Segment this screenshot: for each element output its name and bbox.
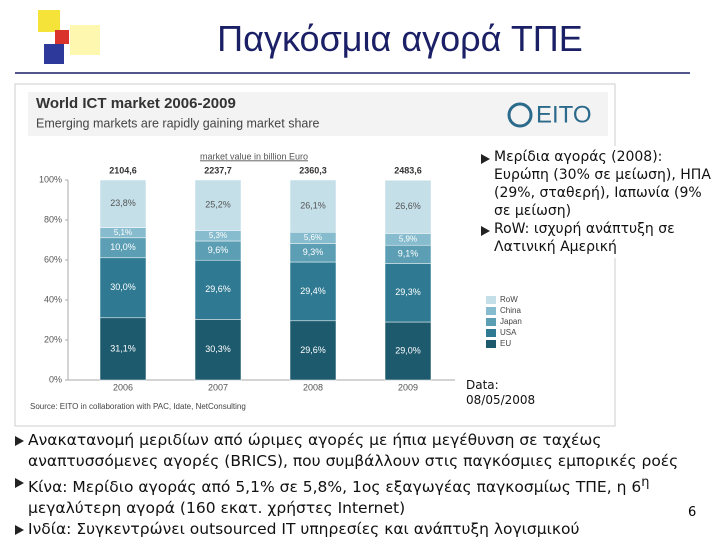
y-tick-label: 100%: [39, 174, 62, 184]
deco: [38, 10, 60, 32]
data-label: 5,6%: [304, 233, 322, 242]
bullets: Ανακατανομή μεριδίων από ώριμες αγορές μ…: [14, 430, 704, 540]
slide-title: Παγκόσμια αγορά ΤΠΕ: [217, 18, 583, 59]
legend-label: China: [500, 306, 521, 315]
bullet: Κίνα: Μερίδιο αγοράς από 5,1% σε 5,8%, 1…: [14, 472, 704, 519]
bar-segment: [384, 321, 432, 381]
bar-segment: [194, 259, 242, 320]
bar-segment: [99, 179, 147, 228]
logo-globe: [507, 102, 533, 128]
data-label: 30,0%: [110, 282, 136, 292]
note-box: Μερίδια αγοράς (2008): Ευρώπη (30% σε με…: [478, 146, 718, 258]
note-bullet: Μερίδια αγοράς (2008): Ευρώπη (30% σε με…: [480, 148, 716, 220]
y-tick-label: 40%: [44, 294, 62, 304]
data-label: 23,8%: [110, 198, 136, 208]
bar-segment: [289, 261, 337, 322]
bar-segment: [289, 179, 337, 233]
total-label: 2360,3: [299, 165, 327, 175]
data-label: 29,4%: [300, 286, 326, 296]
legend-label: EU: [500, 339, 511, 348]
note-bullet: RoW: ισχυρή ανάπτυξη σε Λατινική Αμερική: [480, 220, 716, 256]
bullet: Ανακατανομή μεριδίων από ώριμες αγορές μ…: [14, 430, 704, 472]
total-label: 2237,7: [204, 165, 232, 175]
bar-segment: [99, 317, 147, 381]
deco: [44, 44, 64, 64]
y-tick-label: 80%: [44, 214, 62, 224]
data-label: 10,0%: [110, 242, 136, 252]
data-label: 5,9%: [399, 234, 417, 243]
date: Data: 08/05/2008: [466, 378, 546, 408]
chart-header: [28, 92, 608, 136]
bullet-sup: η: [641, 475, 650, 490]
data-label: 29,3%: [395, 287, 421, 297]
page-number: 6: [688, 505, 697, 520]
bullet: Ινδία: Συγκεντρώνει outsourced IT υπηρεσ…: [14, 519, 704, 540]
legend-label: RoW: [500, 295, 518, 304]
total-label: 2483,6: [394, 165, 422, 175]
data-label: 25,2%: [205, 200, 231, 210]
x-tick-label: 2006: [113, 382, 133, 392]
y-tick-label: 20%: [44, 334, 62, 344]
bar-segment: [99, 257, 147, 319]
deco: [70, 25, 100, 55]
legend-label: Japan: [500, 317, 522, 326]
y-tick-label: 60%: [44, 254, 62, 264]
data-label: 5,1%: [114, 228, 132, 237]
legend-swatch: [486, 329, 496, 337]
chart-title: World ICT market 2006-2009: [36, 95, 236, 112]
source: Source: EITO in collaboration with PAC, …: [30, 402, 246, 411]
x-tick-label: 2009: [398, 382, 418, 392]
bullet-text: Κίνα: Μερίδιο αγοράς από 5,1% σε 5,8%, 1…: [28, 478, 642, 497]
total-label: 2104,6: [109, 165, 137, 175]
legend-label: USA: [500, 328, 517, 337]
legend-swatch: [486, 318, 496, 326]
x-tick-label: 2008: [303, 382, 323, 392]
legend-swatch: [486, 340, 496, 348]
bar-segment: [194, 179, 242, 231]
legend-swatch: [486, 296, 496, 304]
logo: EITO: [536, 101, 592, 128]
axis-note: market value in billion Euro: [200, 151, 308, 161]
bar-segment: [289, 320, 337, 381]
data-label: 26,6%: [395, 201, 421, 211]
y-tick-label: 0%: [49, 374, 62, 384]
data-label: 29,0%: [395, 345, 421, 355]
data-label: 5,3%: [209, 231, 227, 240]
data-label: 9,1%: [398, 249, 419, 259]
data-label: 30,3%: [205, 344, 231, 354]
chart-subtitle: Emerging markets are rapidly gaining mar…: [36, 116, 320, 130]
bar-segment: [194, 319, 242, 381]
bar-segment: [384, 179, 432, 234]
x-tick-label: 2007: [208, 382, 228, 392]
bullet-text: μεγαλύτερη αγορά (160 εκατ. χρήστες Inte…: [28, 499, 406, 518]
deco: [55, 30, 69, 44]
legend-swatch: [486, 307, 496, 315]
data-label: 9,6%: [208, 245, 229, 255]
data-label: 9,3%: [303, 247, 324, 257]
data-label: 29,6%: [205, 284, 231, 294]
data-label: 26,1%: [300, 200, 326, 210]
data-label: 31,1%: [110, 343, 136, 353]
data-label: 29,6%: [300, 345, 326, 355]
